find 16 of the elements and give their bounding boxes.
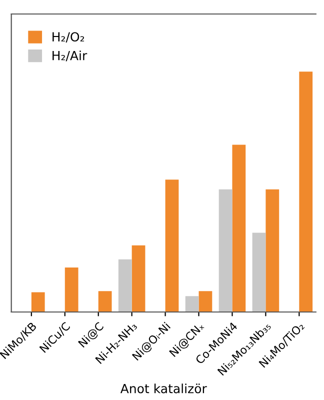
bar	[98, 291, 112, 312]
bar	[165, 180, 179, 312]
bar	[218, 189, 232, 312]
bar	[31, 292, 45, 312]
bar	[185, 296, 199, 312]
bar	[64, 268, 78, 312]
bar	[252, 232, 266, 312]
x-axis-title: Anot katalizör	[120, 384, 207, 394]
bar	[132, 245, 146, 312]
bar	[118, 259, 132, 312]
legend-label: H₂/O₂	[52, 32, 84, 43]
bar	[198, 291, 212, 312]
legend-label: H₂/Air	[52, 50, 88, 62]
bar	[299, 72, 313, 312]
bar	[232, 144, 246, 312]
bar	[266, 189, 280, 312]
